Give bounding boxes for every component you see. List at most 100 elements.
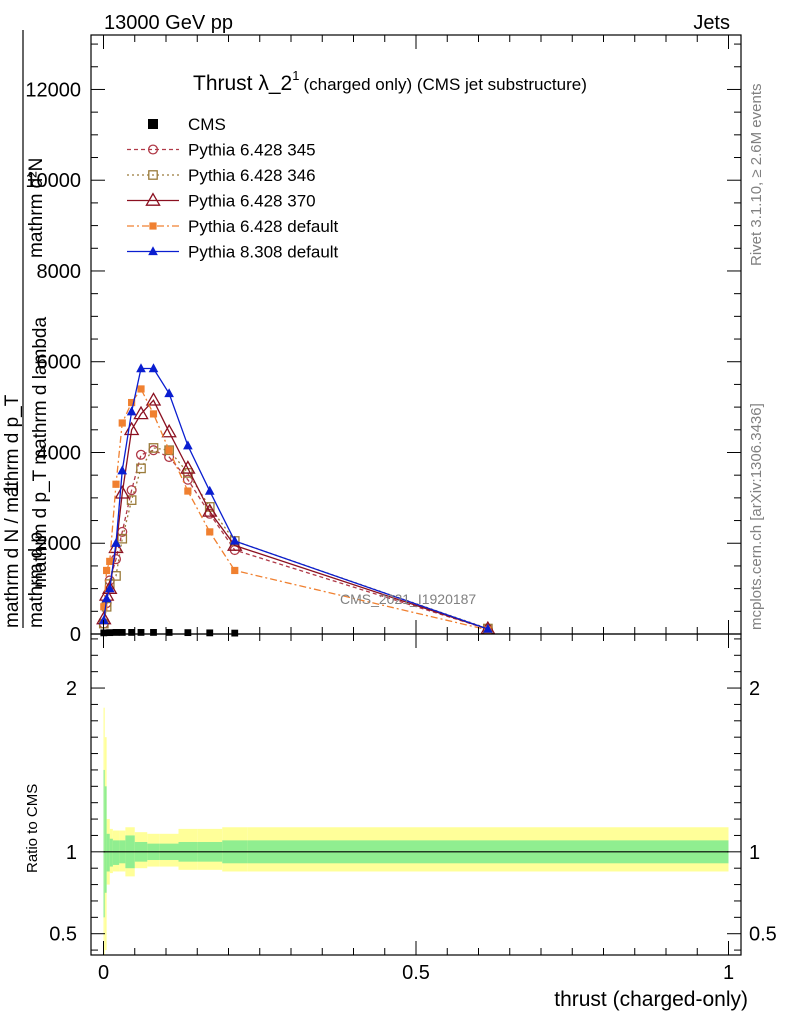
header-right: Jets: [693, 12, 730, 34]
data-point: [149, 410, 158, 418]
data-point: [164, 445, 174, 456]
data-point: [118, 629, 126, 636]
data-point: [128, 629, 136, 636]
y-label-denominator-2: mathrm d p: [26, 532, 47, 628]
main-plot-area: [96, 363, 496, 637]
data-point: [135, 449, 147, 460]
data-point: [136, 363, 146, 373]
y-tick-label: 8000: [37, 261, 82, 283]
mcplots-label: mcplots.cern.ch [arXiv:1306.3436]: [748, 403, 765, 630]
data-point: [148, 443, 159, 453]
legend-label: Pythia 8.308 default: [188, 243, 339, 262]
data-point: [106, 557, 114, 565]
data-point: [180, 460, 196, 474]
ratio-axes: 0.5 0.5 1 1 2 2 0 0.5 1: [49, 633, 777, 984]
stat-band-segment: [103, 769, 105, 918]
x-tick-label: 0: [98, 962, 109, 984]
legend-marker: [148, 119, 158, 129]
legend-label: Pythia 6.428 345: [188, 141, 316, 160]
data-point: [137, 385, 145, 393]
data-point: [101, 593, 112, 603]
y-tick-label: 2000: [37, 533, 82, 555]
y-label-line1: mathrm d p_T mathrm d lambda: [30, 317, 51, 588]
legend-marker: [148, 246, 158, 256]
data-point: [128, 398, 136, 407]
data-point: [112, 629, 120, 636]
stat-band-segment: [109, 838, 113, 867]
data-point: [204, 508, 215, 519]
stat-band-segment: [112, 840, 120, 865]
data-point: [103, 566, 111, 575]
y-tick-label: 0: [70, 624, 81, 646]
legend-label: Pythia 6.428 346: [188, 166, 316, 185]
data-point: [164, 388, 174, 398]
data-point: [184, 629, 192, 637]
data-point: [206, 528, 214, 536]
data-point: [114, 485, 130, 499]
y-label-one: 1: [0, 483, 23, 495]
stat-band-segment: [106, 833, 110, 872]
legend-label: Pythia 6.428 370: [188, 192, 316, 211]
data-point: [117, 465, 128, 475]
data-point: [184, 487, 192, 495]
data-point: [202, 503, 218, 517]
ratio-y-tick-label: 2: [66, 678, 77, 700]
data-point: [483, 623, 493, 633]
data-point: [165, 446, 173, 454]
data-point: [117, 533, 128, 544]
data-point: [111, 537, 121, 547]
legend-marker: [147, 144, 159, 155]
data-point: [106, 629, 114, 637]
ratio-y-tick-label: 0.5: [49, 924, 77, 946]
data-point: [133, 405, 149, 420]
data-point: [206, 629, 214, 637]
data-point: [229, 535, 240, 545]
legend-marker: [145, 192, 161, 206]
ratio-y-tick-label: 1: [66, 842, 77, 864]
x-tick-label: 0.5: [402, 962, 430, 984]
data-point: [145, 392, 162, 406]
data-point: [182, 474, 193, 485]
y-tick-label: 10000: [25, 170, 81, 192]
ratio-frame: [90, 633, 742, 956]
legend-marker: [148, 170, 158, 180]
analysis-watermark: CMS_2021_I1920187: [340, 591, 476, 607]
series-line: [103, 447, 489, 630]
data-point: [126, 406, 137, 416]
y-tick-label: 4000: [37, 442, 82, 464]
data-point: [148, 445, 159, 456]
data-point: [136, 463, 146, 474]
main-axes: 0 2000 4000 6000 8000 10000 12000: [25, 34, 742, 646]
data-point: [98, 615, 109, 625]
data-point: [112, 480, 120, 488]
header-left: 13000 GeV pp: [104, 12, 233, 34]
ratio-y-tick-label-right: 0.5: [749, 924, 777, 946]
data-point: [126, 495, 137, 505]
y-label-numerator: mathrm d²N: [26, 158, 47, 258]
data-point: [104, 583, 115, 593]
series-line: [103, 367, 489, 630]
data-point: [183, 440, 193, 450]
data-point: [126, 485, 137, 496]
y-axis-label: mathrm d N / mathrm d p_T 1 mathrm d p m…: [0, 30, 51, 628]
y-label-denominator: mathrm d N / mathrm d p_T: [2, 394, 23, 628]
legend-marker: [149, 222, 157, 230]
ratio-y-label: Ratio to CMS: [24, 784, 41, 873]
data-point: [165, 629, 173, 636]
legend: CMS Pythia 6.428 345 Pythia 6.428 346 Pythi…: [127, 115, 339, 262]
y-tick-label: 12000: [25, 79, 81, 101]
data-point: [204, 485, 215, 495]
ratio-y-tick-label-right: 2: [749, 678, 760, 700]
data-point: [150, 629, 157, 636]
x-axis-label: thrust (charged-only): [554, 988, 748, 1011]
plot-title: Thrust λ_21 (charged only) (CMS jet subst…: [193, 68, 587, 95]
data-point: [137, 629, 145, 636]
x-tick-label: 1: [723, 962, 734, 984]
data-point: [231, 566, 239, 575]
data-point: [118, 419, 126, 427]
legend-label: Pythia 6.428 default: [188, 217, 339, 236]
data-point: [161, 423, 177, 438]
data-point: [100, 603, 108, 611]
data-point: [231, 629, 239, 637]
